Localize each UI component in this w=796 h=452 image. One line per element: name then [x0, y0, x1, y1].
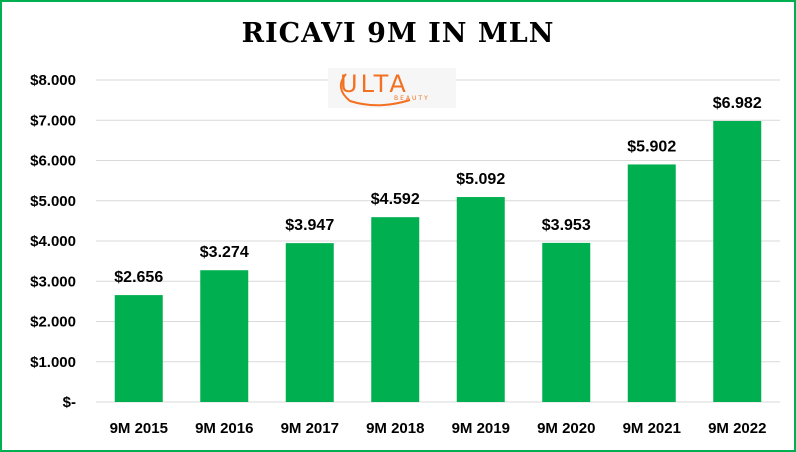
- y-tick-label: $3.000: [30, 273, 76, 290]
- x-axis-categories: 9M 2015 9M 2016 9M 2017 9M 2018 9M 2019 9M 20…: [110, 420, 767, 437]
- gridlines: [96, 79, 780, 403]
- data-label: $3.947: [285, 217, 334, 234]
- bar: [114, 295, 163, 402]
- logo-subtext: BEAUTY: [394, 95, 430, 102]
- y-tick-label: $2.000: [30, 314, 76, 331]
- x-category-label: 9M 2016: [195, 420, 253, 437]
- data-label: $5.092: [456, 171, 505, 188]
- logo-swoosh-icon: [339, 73, 411, 107]
- bar: [627, 164, 676, 402]
- bar: [371, 217, 420, 402]
- data-label: $5.902: [627, 138, 676, 155]
- x-category-label: 9M 2020: [537, 420, 595, 437]
- logo-wordmark: ULTA: [340, 70, 409, 98]
- bars: [114, 120, 762, 403]
- bar: [542, 242, 591, 402]
- bar: [713, 120, 762, 403]
- x-category-label: 9M 2022: [708, 420, 766, 437]
- y-axis-ticks: $- $1.000 $2.000 $3.000 $4.000 $5.000 $6.000 $7…: [30, 72, 76, 411]
- data-label: $3.274: [200, 244, 249, 261]
- data-label: $4.592: [371, 191, 420, 208]
- x-category-label: 9M 2015: [110, 420, 168, 437]
- y-tick-label: $5.000: [30, 193, 76, 210]
- data-label: $3.953: [542, 217, 591, 234]
- bar: [285, 243, 334, 402]
- x-category-label: 9M 2018: [366, 420, 424, 437]
- y-tick-label: $6.000: [30, 153, 76, 170]
- y-tick-label: $1.000: [30, 354, 76, 371]
- x-category-label: 9M 2019: [452, 420, 510, 437]
- bar: [456, 197, 505, 402]
- x-category-label: 9M 2021: [623, 420, 681, 437]
- x-category-label: 9M 2017: [281, 420, 339, 437]
- bar: [200, 270, 249, 402]
- y-tick-label: $7.000: [30, 112, 76, 129]
- y-tick-label: $8.000: [30, 72, 76, 89]
- data-label: $2.656: [114, 269, 163, 286]
- y-tick-label: $-: [63, 394, 76, 411]
- ulta-beauty-logo: ULTA BEAUTY: [328, 68, 456, 108]
- data-labels: $2.656 $3.274 $3.947 $4.592 $5.092 $3.953 $5.9…: [114, 95, 762, 286]
- chart-title: RICAVI 9M IN MLN: [241, 18, 555, 49]
- y-tick-label: $4.000: [30, 233, 76, 250]
- data-label: $6.982: [713, 95, 762, 112]
